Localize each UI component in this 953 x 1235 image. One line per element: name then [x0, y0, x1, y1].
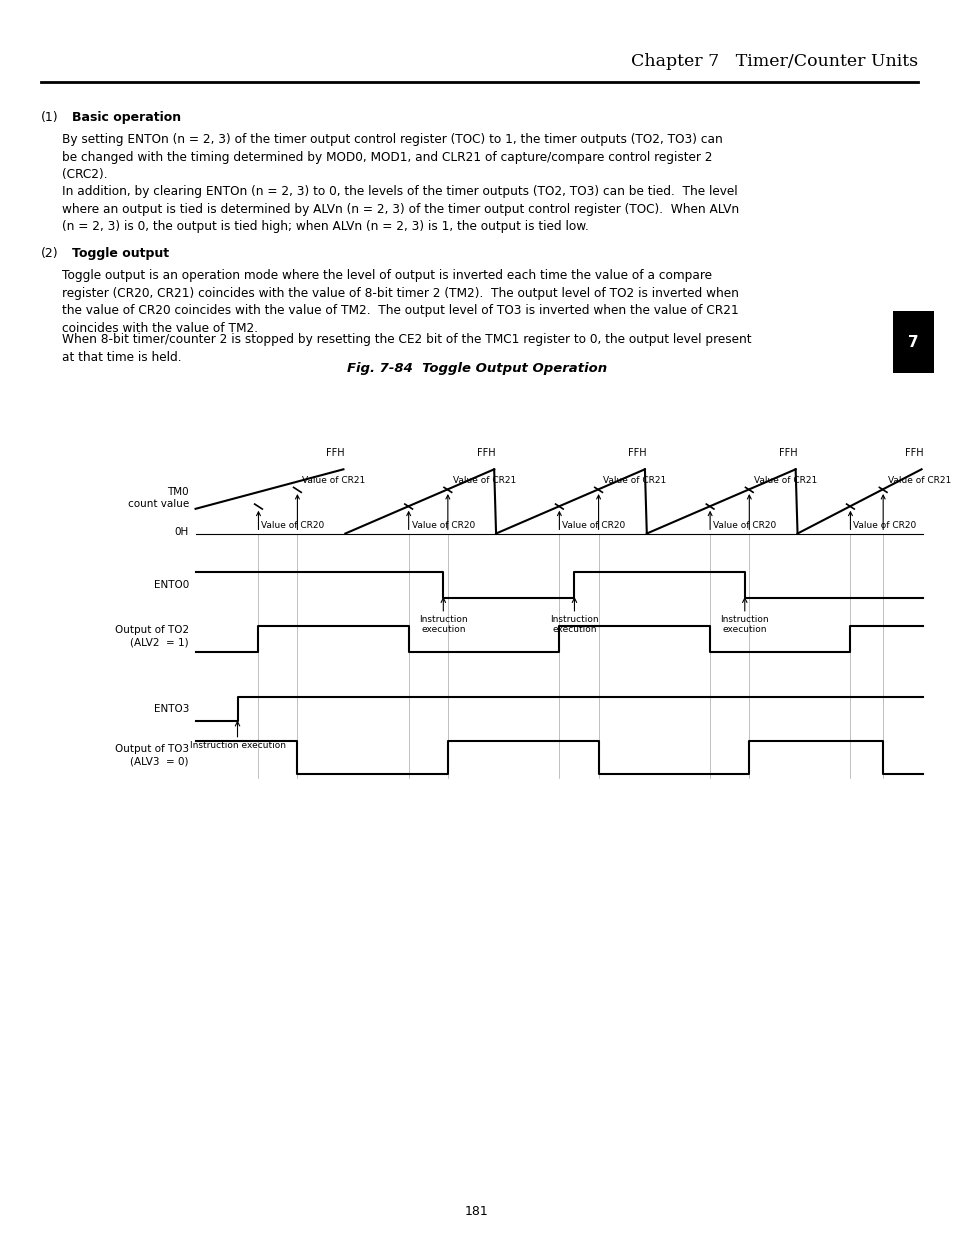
Text: Value of CR21: Value of CR21 — [887, 475, 950, 485]
Text: FFH: FFH — [903, 448, 923, 458]
Text: Value of CR20: Value of CR20 — [712, 521, 776, 530]
Text: Value of CR20: Value of CR20 — [852, 521, 916, 530]
Text: Instruction
execution: Instruction execution — [720, 615, 768, 635]
Text: By setting ENTOn (n = 2, 3) of the timer output control register (TOC) to 1, the: By setting ENTOn (n = 2, 3) of the timer… — [62, 133, 722, 182]
Text: Instruction execution: Instruction execution — [190, 741, 285, 750]
Text: Instruction
execution: Instruction execution — [550, 615, 598, 635]
Text: (1): (1) — [41, 111, 58, 125]
Text: FFH: FFH — [778, 448, 797, 458]
Text: Value of CR20: Value of CR20 — [561, 521, 625, 530]
Bar — [892, 311, 933, 373]
Text: FFH: FFH — [476, 448, 496, 458]
Text: Value of CR21: Value of CR21 — [302, 475, 365, 485]
Text: Toggle output is an operation mode where the level of output is inverted each ti: Toggle output is an operation mode where… — [62, 269, 739, 335]
Text: ENTO0: ENTO0 — [153, 579, 189, 590]
Text: Output of TO2
(ALV2  = 1): Output of TO2 (ALV2 = 1) — [114, 625, 189, 648]
Text: 181: 181 — [465, 1204, 488, 1218]
Text: Value of CR21: Value of CR21 — [602, 475, 666, 485]
Text: In addition, by clearing ENTOn (n = 2, 3) to 0, the levels of the timer outputs : In addition, by clearing ENTOn (n = 2, 3… — [62, 185, 739, 233]
Text: Instruction
execution: Instruction execution — [418, 615, 467, 635]
Text: Value of CR21: Value of CR21 — [753, 475, 817, 485]
Text: FFH: FFH — [326, 448, 345, 458]
Text: 0H: 0H — [174, 527, 189, 537]
Text: Fig. 7-84  Toggle Output Operation: Fig. 7-84 Toggle Output Operation — [347, 362, 606, 375]
Text: Value of CR21: Value of CR21 — [452, 475, 516, 485]
Text: When 8-bit timer/counter 2 is stopped by resetting the CE2 bit of the TMC1 regis: When 8-bit timer/counter 2 is stopped by… — [62, 333, 751, 364]
Text: Output of TO3
(ALV3  = 0): Output of TO3 (ALV3 = 0) — [114, 743, 189, 767]
Text: Basic operation: Basic operation — [71, 111, 180, 125]
Text: ENTO3: ENTO3 — [153, 704, 189, 714]
Text: TM0
count value: TM0 count value — [128, 487, 189, 509]
Text: 7: 7 — [907, 335, 918, 350]
Text: Value of CR20: Value of CR20 — [261, 521, 324, 530]
Text: Toggle output: Toggle output — [71, 247, 169, 261]
Text: (2): (2) — [41, 247, 58, 261]
Text: FFH: FFH — [627, 448, 646, 458]
Text: Chapter 7   Timer/Counter Units: Chapter 7 Timer/Counter Units — [630, 53, 917, 70]
Text: Value of CR20: Value of CR20 — [411, 521, 475, 530]
